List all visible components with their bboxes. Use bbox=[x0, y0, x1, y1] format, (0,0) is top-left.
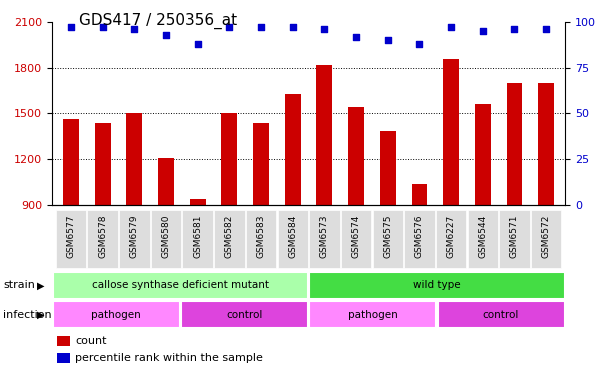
Point bbox=[510, 26, 519, 32]
Text: GSM6583: GSM6583 bbox=[257, 215, 266, 258]
Text: GSM6571: GSM6571 bbox=[510, 215, 519, 258]
FancyBboxPatch shape bbox=[119, 210, 150, 268]
Text: GSM6578: GSM6578 bbox=[98, 215, 107, 258]
Text: callose synthase deficient mutant: callose synthase deficient mutant bbox=[92, 280, 269, 291]
Point bbox=[351, 34, 361, 40]
Point bbox=[98, 25, 108, 30]
FancyBboxPatch shape bbox=[499, 210, 530, 268]
Text: GSM6575: GSM6575 bbox=[383, 215, 392, 258]
Point bbox=[256, 25, 266, 30]
Bar bbox=[538, 83, 554, 205]
Text: percentile rank within the sample: percentile rank within the sample bbox=[75, 353, 263, 363]
Text: GDS417 / 250356_at: GDS417 / 250356_at bbox=[79, 13, 238, 29]
Text: GSM6544: GSM6544 bbox=[478, 215, 488, 258]
FancyBboxPatch shape bbox=[437, 301, 565, 328]
Bar bbox=[507, 83, 522, 205]
Bar bbox=[221, 113, 237, 205]
Text: control: control bbox=[483, 310, 519, 320]
FancyBboxPatch shape bbox=[56, 210, 86, 268]
Text: GSM6573: GSM6573 bbox=[320, 215, 329, 258]
Bar bbox=[57, 353, 70, 363]
Point bbox=[446, 25, 456, 30]
Bar bbox=[412, 184, 427, 205]
FancyBboxPatch shape bbox=[53, 272, 308, 299]
FancyBboxPatch shape bbox=[181, 301, 308, 328]
Bar bbox=[443, 59, 459, 205]
FancyBboxPatch shape bbox=[309, 210, 340, 268]
Text: infection: infection bbox=[3, 310, 52, 320]
Point bbox=[224, 25, 234, 30]
Bar bbox=[95, 123, 111, 205]
Text: GSM6576: GSM6576 bbox=[415, 215, 424, 258]
FancyBboxPatch shape bbox=[277, 210, 308, 268]
FancyBboxPatch shape bbox=[183, 210, 213, 268]
Text: ▶: ▶ bbox=[37, 310, 45, 320]
FancyBboxPatch shape bbox=[341, 210, 371, 268]
Bar bbox=[158, 158, 174, 205]
FancyBboxPatch shape bbox=[151, 210, 181, 268]
Point bbox=[193, 41, 203, 47]
FancyBboxPatch shape bbox=[214, 210, 244, 268]
Bar bbox=[190, 199, 205, 205]
FancyBboxPatch shape bbox=[309, 301, 436, 328]
FancyBboxPatch shape bbox=[467, 210, 498, 268]
Bar bbox=[285, 94, 301, 205]
Point bbox=[414, 41, 424, 47]
Text: ▶: ▶ bbox=[37, 280, 45, 291]
Text: wild type: wild type bbox=[413, 280, 461, 291]
Text: pathogen: pathogen bbox=[348, 310, 398, 320]
FancyBboxPatch shape bbox=[246, 210, 276, 268]
Bar bbox=[380, 131, 396, 205]
Text: GSM6577: GSM6577 bbox=[67, 215, 75, 258]
Text: GSM6572: GSM6572 bbox=[542, 215, 551, 258]
Bar bbox=[475, 104, 491, 205]
Text: GSM6580: GSM6580 bbox=[161, 215, 170, 258]
Text: GSM6574: GSM6574 bbox=[351, 215, 360, 258]
Text: count: count bbox=[75, 336, 106, 346]
Point bbox=[541, 26, 551, 32]
Text: GSM6579: GSM6579 bbox=[130, 215, 139, 258]
Bar bbox=[57, 336, 70, 346]
Bar bbox=[126, 113, 142, 205]
FancyBboxPatch shape bbox=[87, 210, 118, 268]
Point bbox=[288, 25, 298, 30]
Point bbox=[66, 25, 76, 30]
Point bbox=[320, 26, 329, 32]
Text: pathogen: pathogen bbox=[91, 310, 141, 320]
FancyBboxPatch shape bbox=[531, 210, 562, 268]
Bar bbox=[253, 123, 269, 205]
Text: strain: strain bbox=[3, 280, 35, 291]
FancyBboxPatch shape bbox=[373, 210, 403, 268]
Point bbox=[383, 37, 393, 43]
FancyBboxPatch shape bbox=[404, 210, 434, 268]
Point bbox=[478, 28, 488, 34]
Text: GSM6227: GSM6227 bbox=[447, 215, 456, 258]
Point bbox=[161, 32, 171, 38]
Bar bbox=[316, 66, 332, 205]
Text: GSM6582: GSM6582 bbox=[225, 215, 234, 258]
Bar bbox=[348, 107, 364, 205]
Point bbox=[130, 26, 139, 32]
Text: GSM6584: GSM6584 bbox=[288, 215, 297, 258]
Text: GSM6581: GSM6581 bbox=[193, 215, 202, 258]
FancyBboxPatch shape bbox=[436, 210, 466, 268]
FancyBboxPatch shape bbox=[309, 272, 565, 299]
Text: control: control bbox=[226, 310, 263, 320]
Bar bbox=[63, 119, 79, 205]
FancyBboxPatch shape bbox=[53, 301, 180, 328]
